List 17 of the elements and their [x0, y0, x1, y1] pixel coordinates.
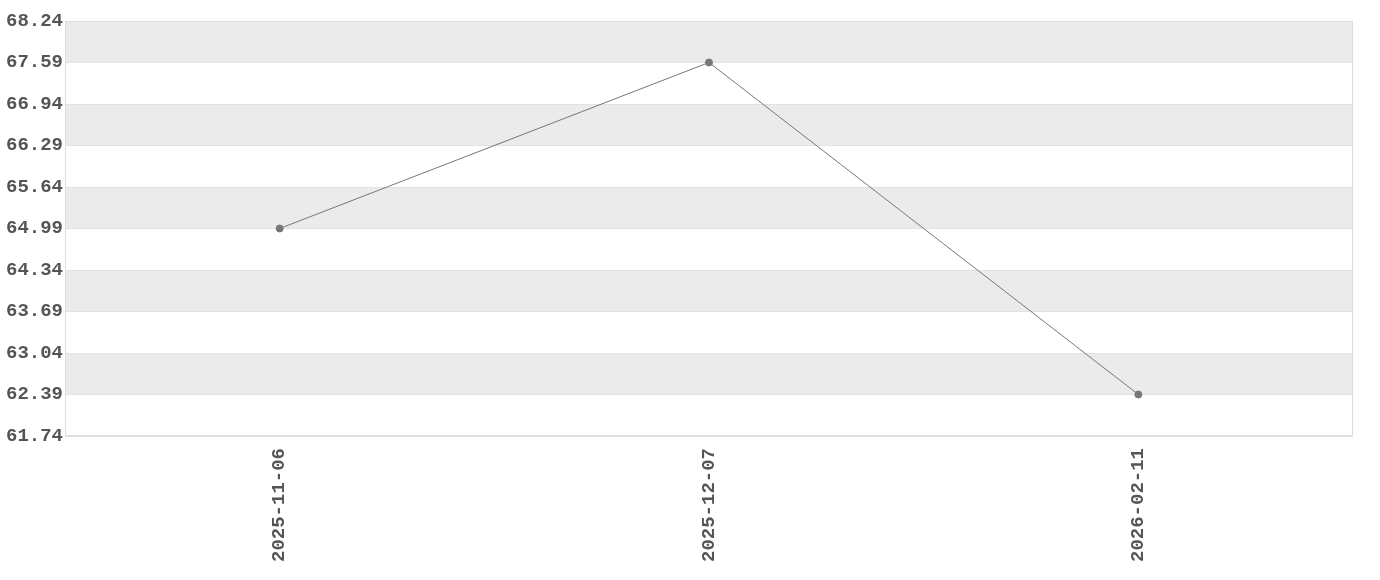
point — [1134, 390, 1143, 399]
y-tick-label: 68.24 — [5, 9, 64, 32]
y-tick-label: 62.39 — [5, 383, 64, 406]
y-tick-label: 67.59 — [5, 51, 64, 74]
x-tick-label: 2025-12-07 — [697, 447, 720, 563]
y-tick-label: 65.64 — [5, 175, 64, 198]
point — [705, 58, 714, 67]
x-tick-label: 2025-11-06 — [268, 447, 291, 563]
y-tick-label: 66.94 — [5, 92, 64, 115]
y-tick-label: 64.34 — [5, 258, 64, 281]
y-tick-label: 61.74 — [5, 424, 64, 447]
x-tick-label: 2026-02-11 — [1127, 447, 1150, 563]
point — [275, 224, 284, 233]
y-tick-label: 63.04 — [5, 341, 64, 364]
y-tick-label: 66.29 — [5, 134, 64, 157]
y-tick-label: 64.99 — [5, 217, 64, 240]
y-tick-label: 63.69 — [5, 300, 64, 323]
